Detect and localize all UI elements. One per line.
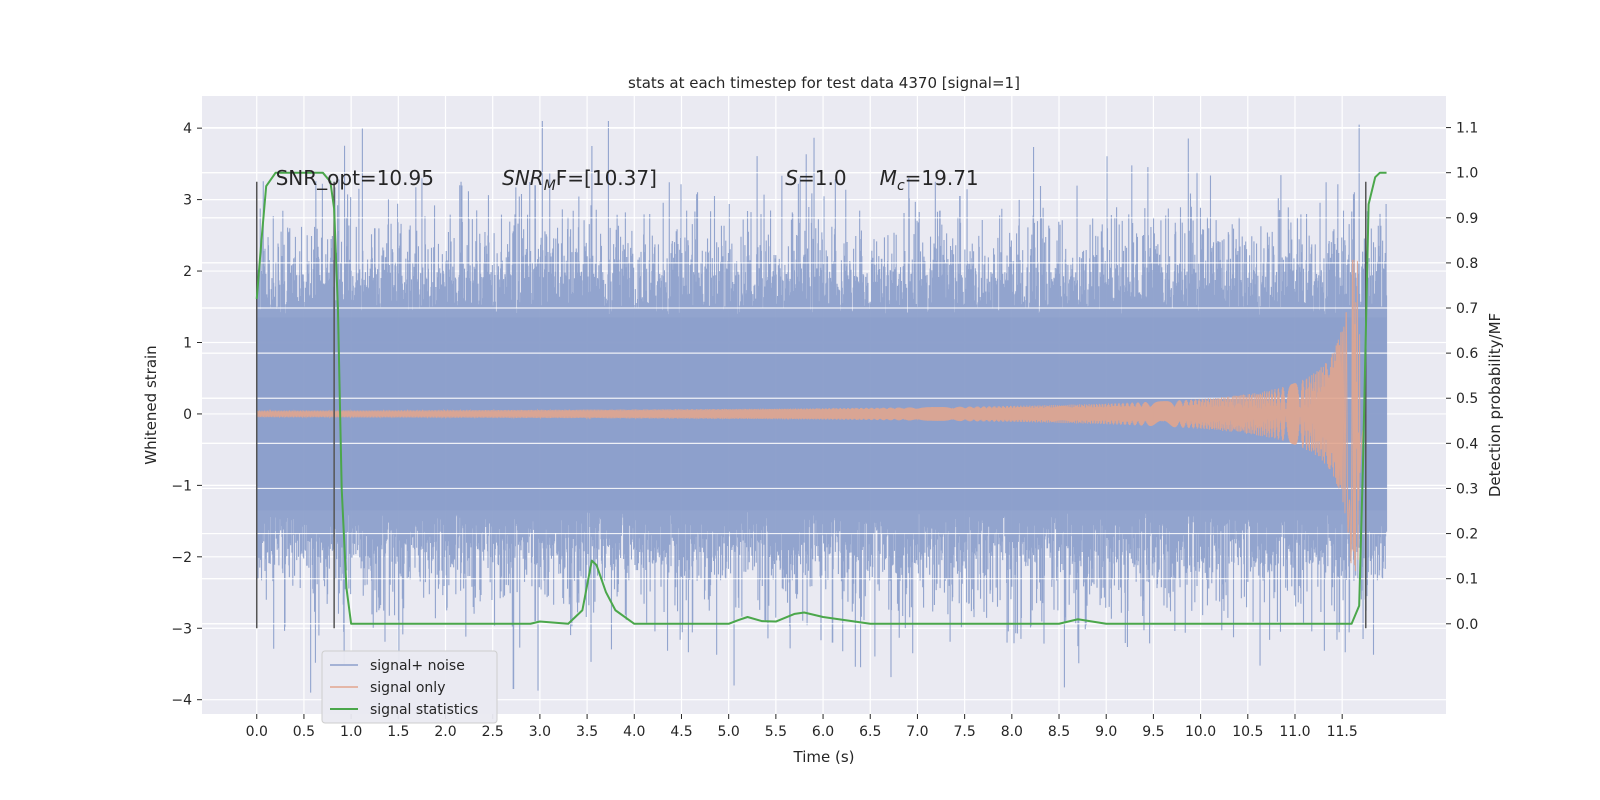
y-tick-label-4: 0: [183, 407, 192, 423]
x-tick-label-10: 5.0: [718, 724, 740, 740]
y-right-tick-label-4: 0.4: [1456, 436, 1478, 452]
annotation-1: SNRMF=[10.37]: [502, 166, 657, 194]
x-tick-label-21: 10.5: [1232, 724, 1263, 740]
grid-overlay: [202, 126, 1446, 625]
x-axis-label: Time (s): [793, 748, 855, 766]
ticks: 0.0 0.5 1.0 1.5 2.0 2.5 3.0 3.5 4.0 4.5 5.0 5.5 6.0 6…: [171, 121, 1478, 740]
y-tick-label-8: 4: [183, 121, 192, 137]
annotation-2: S=1.0: [785, 166, 846, 190]
x-tick-label-5: 2.5: [482, 724, 504, 740]
series-signal-only: [256, 259, 1364, 572]
x-tick-label-20: 10.0: [1185, 724, 1216, 740]
x-tick-label-8: 4.0: [623, 724, 645, 740]
y-tick-label-6: 2: [183, 264, 192, 280]
y-tick-label-1: −3: [171, 621, 192, 637]
y-right-tick-label-9: 0.9: [1456, 211, 1478, 227]
y-right-tick-label-6: 0.6: [1456, 346, 1478, 362]
y-right-tick-label-11: 1.1: [1456, 121, 1478, 137]
x-tick-label-23: 11.5: [1327, 724, 1358, 740]
y-tick-label-5: 1: [183, 335, 192, 351]
legend-label-0: signal+ noise: [370, 658, 465, 674]
x-tick-label-18: 9.0: [1095, 724, 1117, 740]
series-signal-statistics: [255, 171, 1387, 625]
x-tick-label-9: 4.5: [670, 724, 692, 740]
chart-title: stats at each timestep for test data 437…: [628, 74, 1020, 92]
annotation-3: Mc=19.71: [880, 166, 979, 194]
x-tick-label-4: 2.0: [434, 724, 456, 740]
x-tick-label-16: 8.0: [1001, 724, 1023, 740]
legend: signal+ noise signal only signal statistic…: [321, 650, 498, 724]
x-tick-label-1: 0.5: [293, 724, 315, 740]
x-tick-label-17: 8.5: [1048, 724, 1070, 740]
legend-label-1: signal only: [370, 680, 445, 696]
x-tick-label-22: 11.0: [1279, 724, 1310, 740]
x-tick-label-19: 9.5: [1142, 724, 1164, 740]
y-right-tick-label-7: 0.7: [1456, 301, 1478, 317]
legend-label-2: signal statistics: [370, 702, 478, 718]
y-tick-label-3: −1: [171, 478, 192, 494]
x-tick-label-7: 3.5: [576, 724, 598, 740]
x-tick-label-14: 7.0: [906, 724, 928, 740]
x-tick-label-6: 3.0: [529, 724, 551, 740]
annotation-0: SNR_opt=10.95: [276, 166, 434, 190]
legend-box: [321, 650, 498, 724]
y-tick-label-7: 3: [183, 193, 192, 209]
annotations: SNR_opt=10.95 SNRMF=[10.37] S=1.0 Mc=19.71: [276, 166, 979, 194]
y-right-tick-label-3: 0.3: [1456, 481, 1478, 497]
y-tick-label-2: −2: [171, 550, 192, 566]
x-tick-label-0: 0.0: [246, 724, 268, 740]
y-right-tick-label-0: 0.0: [1456, 617, 1478, 633]
y-right-tick-label-1: 0.1: [1456, 572, 1478, 588]
x-tick-label-2: 1.0: [340, 724, 362, 740]
y-axis-right-label: Detection probability/MF: [1486, 313, 1504, 497]
x-tick-label-3: 1.5: [387, 724, 409, 740]
x-tick-label-12: 6.0: [812, 724, 834, 740]
y-right-tick-label-10: 1.0: [1456, 166, 1478, 182]
x-tick-label-15: 7.5: [954, 724, 976, 740]
y-right-tick-label-2: 0.2: [1456, 527, 1478, 543]
y-tick-label-0: −4: [171, 693, 192, 709]
x-tick-label-13: 6.5: [859, 724, 881, 740]
x-tick-label-11: 5.5: [765, 724, 787, 740]
y-right-tick-label-5: 0.5: [1456, 391, 1478, 407]
y-axis-label: Whitened strain: [142, 345, 160, 464]
y-right-tick-label-8: 0.8: [1456, 256, 1478, 272]
series-layer: [202, 121, 1446, 693]
